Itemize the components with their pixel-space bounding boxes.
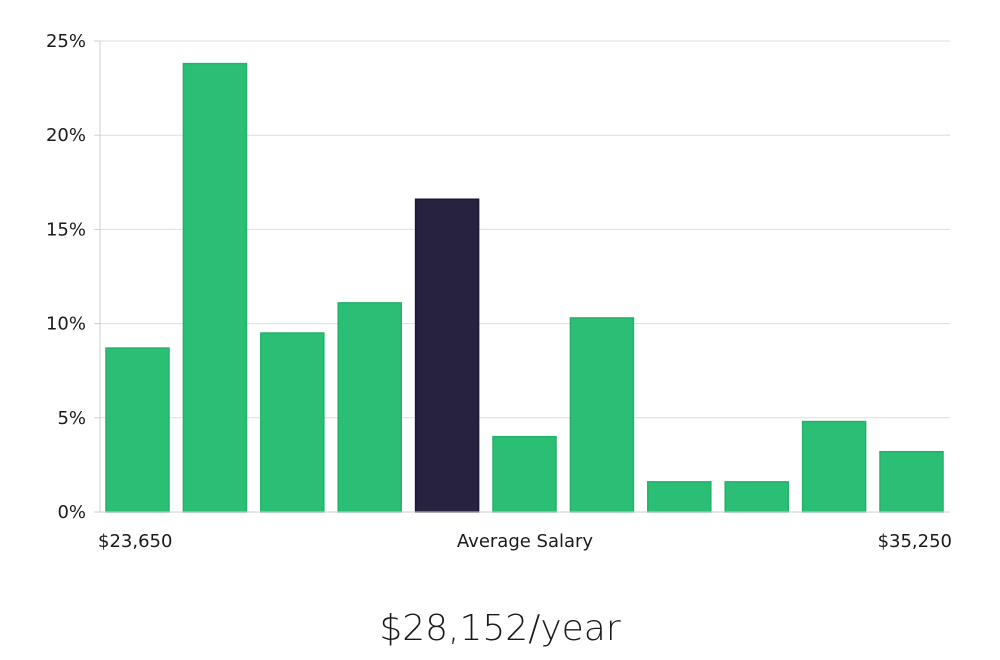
histogram-bar: [569, 317, 635, 513]
y-tick-label: 15%: [46, 219, 86, 240]
labels-layer: $23,650 Average Salary $35,250: [98, 531, 952, 552]
histogram-bar: [724, 481, 789, 513]
histogram-bar-average: [414, 198, 480, 513]
y-tick-label: 25%: [46, 31, 86, 52]
y-tick-label: 20%: [46, 125, 86, 146]
histogram-bar: [801, 420, 867, 513]
histogram-bar: [260, 332, 325, 513]
histogram-bar: [492, 435, 557, 513]
x-axis-title: Average Salary: [457, 531, 594, 552]
salary-histogram: 0% 5% 10% 15% 20% 25% $23,650 Average Salary …: [46, 31, 952, 552]
y-tick-label: 5%: [57, 408, 86, 429]
histogram-bar: [337, 302, 402, 513]
bars-layer: [105, 62, 944, 513]
x-max-label: $35,250: [878, 531, 952, 552]
histogram-bar: [182, 62, 248, 513]
axis-layer: 0% 5% 10% 15% 20% 25%: [46, 31, 950, 523]
histogram-bar: [879, 450, 944, 513]
y-tick-label: 0%: [57, 502, 86, 523]
y-tick-label: 10%: [46, 314, 86, 335]
average-salary-value: $28,152/year: [379, 608, 621, 649]
histogram-bar: [647, 481, 712, 513]
histogram-bar: [105, 347, 170, 513]
x-min-label: $23,650: [98, 531, 172, 552]
